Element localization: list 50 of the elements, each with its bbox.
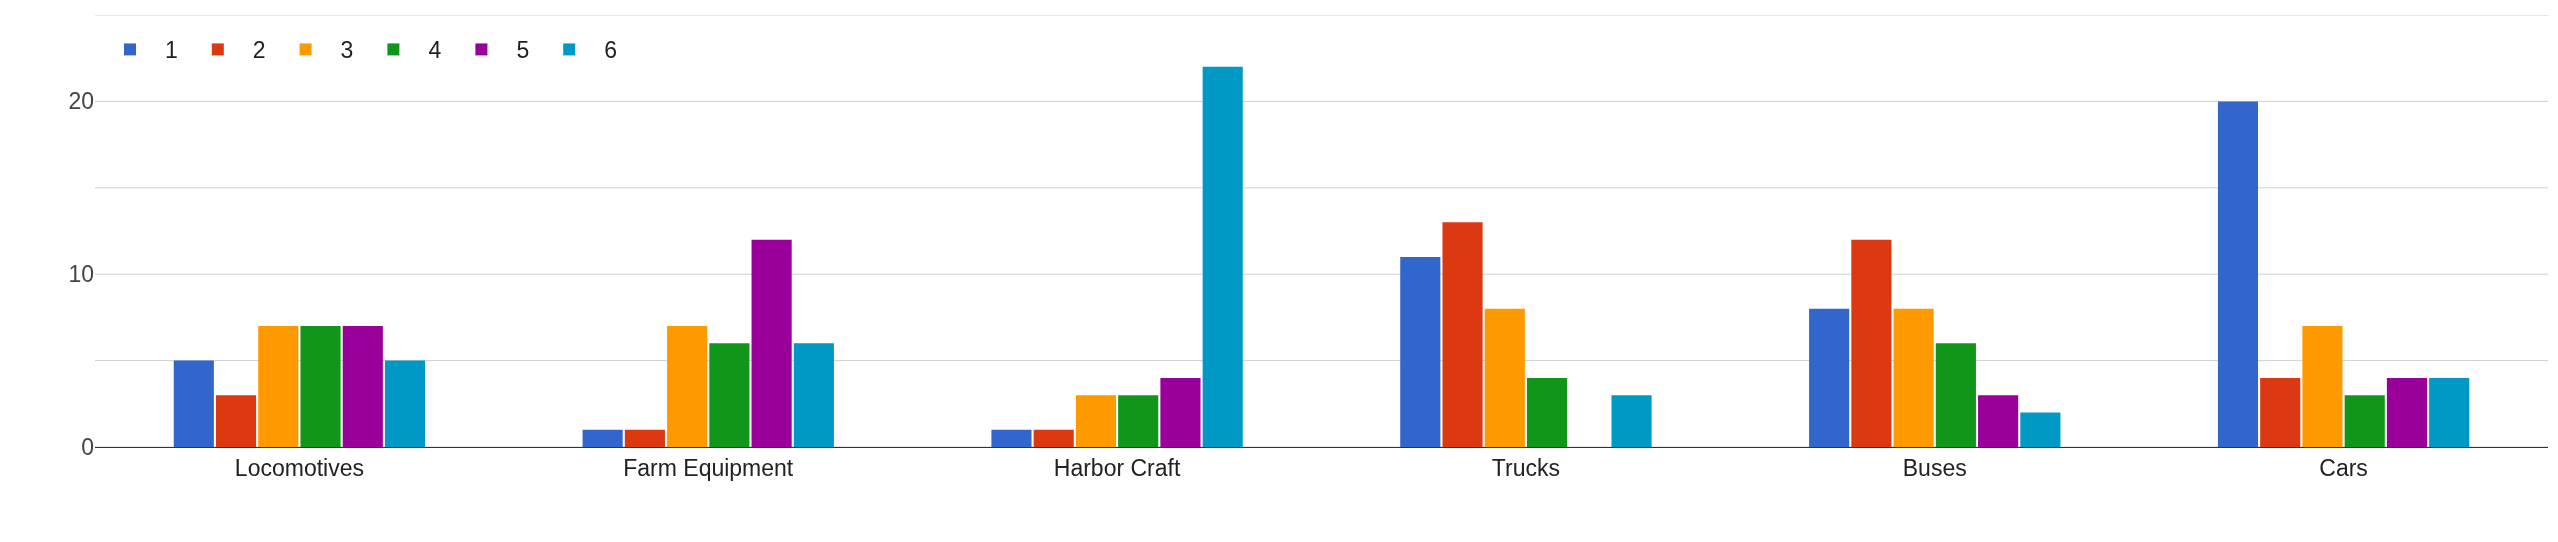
bar xyxy=(2260,377,2301,447)
x-tick-label: Trucks xyxy=(1491,454,1560,481)
x-tick-label: Farm Equipment xyxy=(623,454,794,481)
x-tick-label: Buses xyxy=(1902,454,1967,481)
bar xyxy=(1075,395,1117,447)
bar xyxy=(173,360,214,447)
bar xyxy=(1033,429,1074,447)
bar xyxy=(1809,308,1850,447)
bar xyxy=(1526,377,1568,447)
bar xyxy=(991,429,1032,447)
bar xyxy=(1442,222,1483,447)
bar xyxy=(624,429,665,447)
bar xyxy=(384,360,426,447)
y-tick-label: 0 xyxy=(81,434,94,461)
legend-label: 3 xyxy=(340,37,354,64)
bar xyxy=(1893,308,1934,447)
bar xyxy=(1400,256,1441,447)
y-tick-label: 20 xyxy=(68,88,94,115)
y-tick-label: 10 xyxy=(68,261,94,288)
x-tick-label: Cars xyxy=(2319,454,2368,481)
bar xyxy=(667,326,708,447)
bar xyxy=(582,429,623,447)
legend-label: 1 xyxy=(165,37,178,64)
bar xyxy=(258,326,299,447)
bar xyxy=(1118,395,1159,447)
bar xyxy=(300,326,341,447)
x-tick-label: Locomotives xyxy=(234,454,364,481)
bar xyxy=(1160,377,1201,447)
bar xyxy=(751,239,792,447)
bar xyxy=(709,343,750,447)
bar xyxy=(2429,377,2470,447)
bar xyxy=(342,326,383,447)
bar xyxy=(1202,66,1243,447)
bar xyxy=(2386,377,2428,447)
x-tick-label: Harbor Craft xyxy=(1053,454,1181,481)
bar xyxy=(1851,239,1892,447)
bar xyxy=(1484,308,1525,447)
bar xyxy=(2020,412,2061,447)
bar xyxy=(1611,395,1652,447)
legend-label: 2 xyxy=(252,37,266,64)
bar xyxy=(2217,101,2259,447)
bar xyxy=(2302,326,2343,447)
legend-label: 4 xyxy=(428,37,442,64)
bar xyxy=(1935,343,1976,447)
bar xyxy=(2344,395,2385,447)
bar xyxy=(793,343,834,447)
legend-label: 6 xyxy=(604,37,617,64)
bar xyxy=(215,395,257,447)
bar xyxy=(1978,395,2019,447)
legend-label: 5 xyxy=(516,37,530,64)
